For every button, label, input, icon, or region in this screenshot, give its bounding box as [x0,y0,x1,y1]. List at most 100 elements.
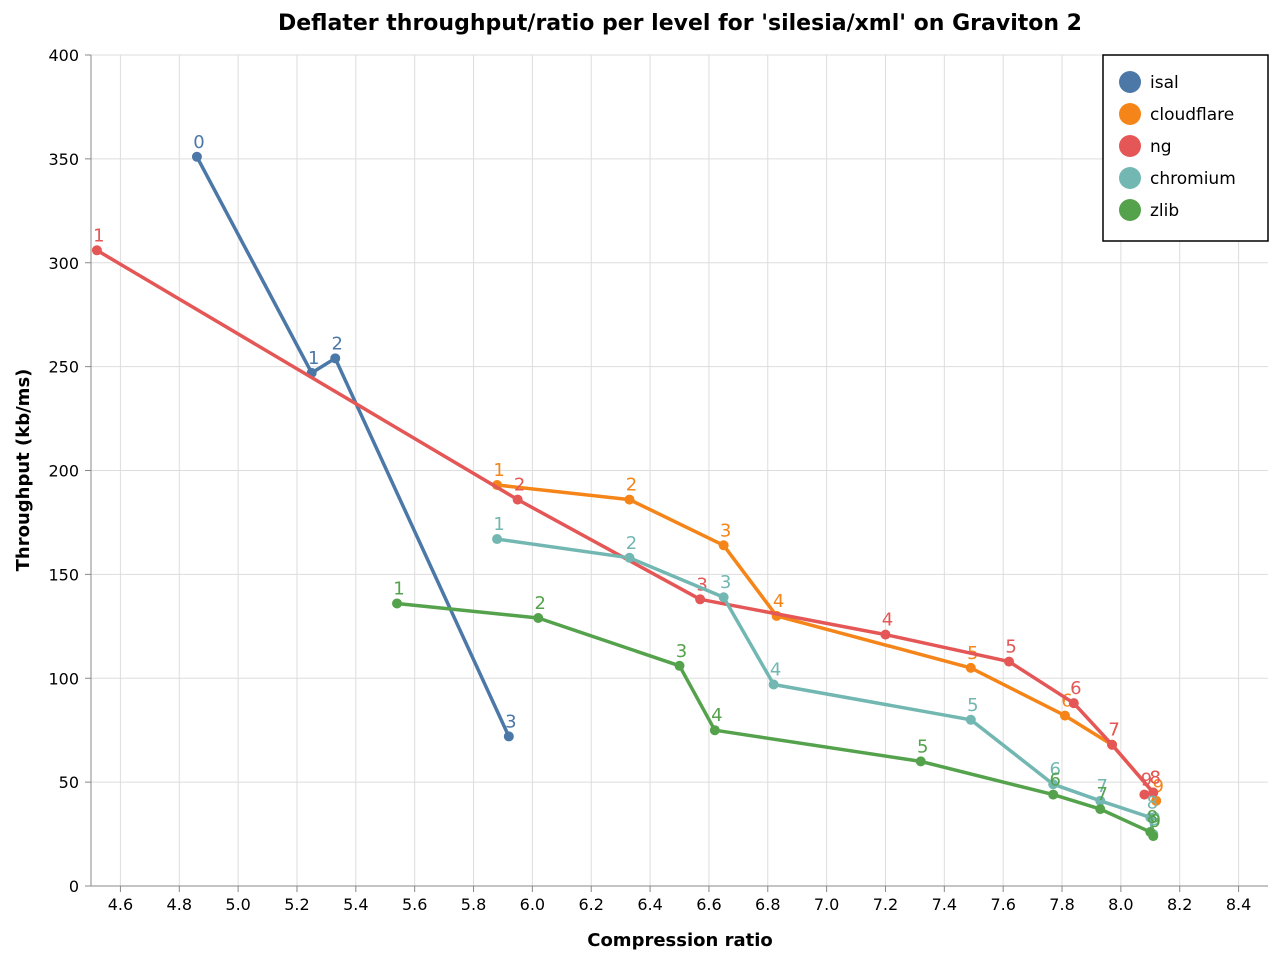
x-tick-label: 6.0 [520,895,545,914]
data-point[interactable] [1095,795,1106,806]
data-point[interactable] [492,534,503,545]
data-point[interactable] [1148,831,1159,842]
legend-label: chromium [1150,169,1236,189]
data-point[interactable] [1059,710,1070,721]
data-point[interactable] [503,731,514,742]
point-level-label: 2 [332,333,343,354]
data-point[interactable] [1151,795,1162,806]
data-point[interactable] [915,756,926,767]
point-level-label: 2 [514,475,525,496]
y-tick-label: 150 [48,565,79,584]
x-tick-label: 5.2 [284,895,309,914]
data-point[interactable] [1139,789,1150,800]
point-level-label: 0 [193,132,204,153]
x-tick-label: 5.6 [402,895,427,914]
data-point[interactable] [624,494,635,505]
point-level-label: 4 [711,705,722,726]
point-level-label: 4 [770,659,781,680]
data-point[interactable] [512,494,523,505]
data-point[interactable] [1095,804,1106,815]
y-tick-label: 250 [48,358,79,377]
data-point[interactable] [965,714,976,725]
data-point[interactable] [392,598,403,609]
data-point[interactable] [718,592,729,603]
legend-item-isal[interactable]: isal [1119,71,1179,93]
legend-label: cloudflare [1150,105,1234,125]
data-point[interactable] [880,629,891,640]
data-point[interactable] [191,151,202,162]
legend-label: isal [1150,73,1179,93]
point-level-label: 2 [626,533,637,554]
point-level-label: 5 [967,695,978,716]
point-level-label: 3 [676,641,687,662]
point-level-label: 9 [1141,770,1152,791]
x-tick-label: 7.8 [1049,895,1074,914]
legend-label: zlib [1150,201,1179,221]
point-level-label: 7 [1108,720,1119,741]
point-level-label: 3 [720,572,731,593]
data-point[interactable] [965,662,976,673]
data-point[interactable] [1068,698,1079,709]
data-point[interactable] [330,353,341,364]
point-level-label: 3 [720,520,731,541]
x-tick-label: 7.0 [814,895,839,914]
legend-item-zlib[interactable]: zlib [1119,199,1179,221]
data-point[interactable] [674,660,685,671]
data-point[interactable] [709,725,720,736]
series-line-isal [195,155,511,738]
series-line-ng [96,248,1155,797]
data-point[interactable] [1107,739,1118,750]
point-level-label: 8 [1150,768,1161,789]
point-level-label: 6 [1049,759,1060,780]
y-tick-label: 100 [48,669,79,688]
x-tick-label: 4.8 [167,895,192,914]
y-tick-label: 300 [48,254,79,273]
data-point[interactable] [1145,812,1156,823]
point-level-label: 7 [1108,720,1119,741]
data-point[interactable] [768,679,779,690]
x-tick-label: 5.8 [461,895,486,914]
data-point[interactable] [1004,656,1015,667]
point-level-label: 3 [696,574,707,595]
y-tick-label: 50 [59,773,79,792]
x-tick-label: 7.2 [873,895,898,914]
data-point[interactable] [1048,779,1059,790]
x-tick-label: 5.4 [343,895,368,914]
data-point[interactable] [624,552,635,563]
point-level-label: 6 [1070,678,1081,699]
point-level-label: 1 [93,225,104,246]
legend-item-chromium[interactable]: chromium [1119,167,1236,189]
data-point[interactable] [91,245,102,256]
x-tick-label: 7.4 [932,895,957,914]
x-tick-label: 6.6 [696,895,721,914]
data-point[interactable] [533,613,544,624]
legend: isal cloudflare ng chromium zlib [1102,54,1269,242]
grid-layer [91,54,1268,887]
point-level-label: 7 [1097,776,1108,797]
data-point[interactable] [718,540,729,551]
point-level-label: 9 [1152,776,1163,797]
x-tick-label: 8.0 [1108,895,1133,914]
x-tick-label: 6.8 [755,895,780,914]
legend-item-ng[interactable]: ng [1119,135,1172,157]
y-tick-label: 200 [48,462,79,481]
x-tick-label: 4.6 [108,895,133,914]
point-level-label: 7 [1097,784,1108,805]
legend-swatch [1119,199,1141,221]
point-level-label: 2 [535,593,546,614]
legend-swatch [1119,135,1141,157]
point-level-label: 8 [1147,807,1158,828]
x-tick-label: 8.4 [1226,895,1251,914]
point-level-label: 4 [882,610,893,631]
chart-title: Deflater throughput/ratio per level for … [278,11,1082,36]
point-level-label: 1 [493,460,504,481]
legend-item-cloudflare[interactable]: cloudflare [1119,103,1234,125]
data-point[interactable] [695,594,706,605]
data-point[interactable] [1148,787,1159,798]
data-point[interactable] [1048,789,1059,800]
